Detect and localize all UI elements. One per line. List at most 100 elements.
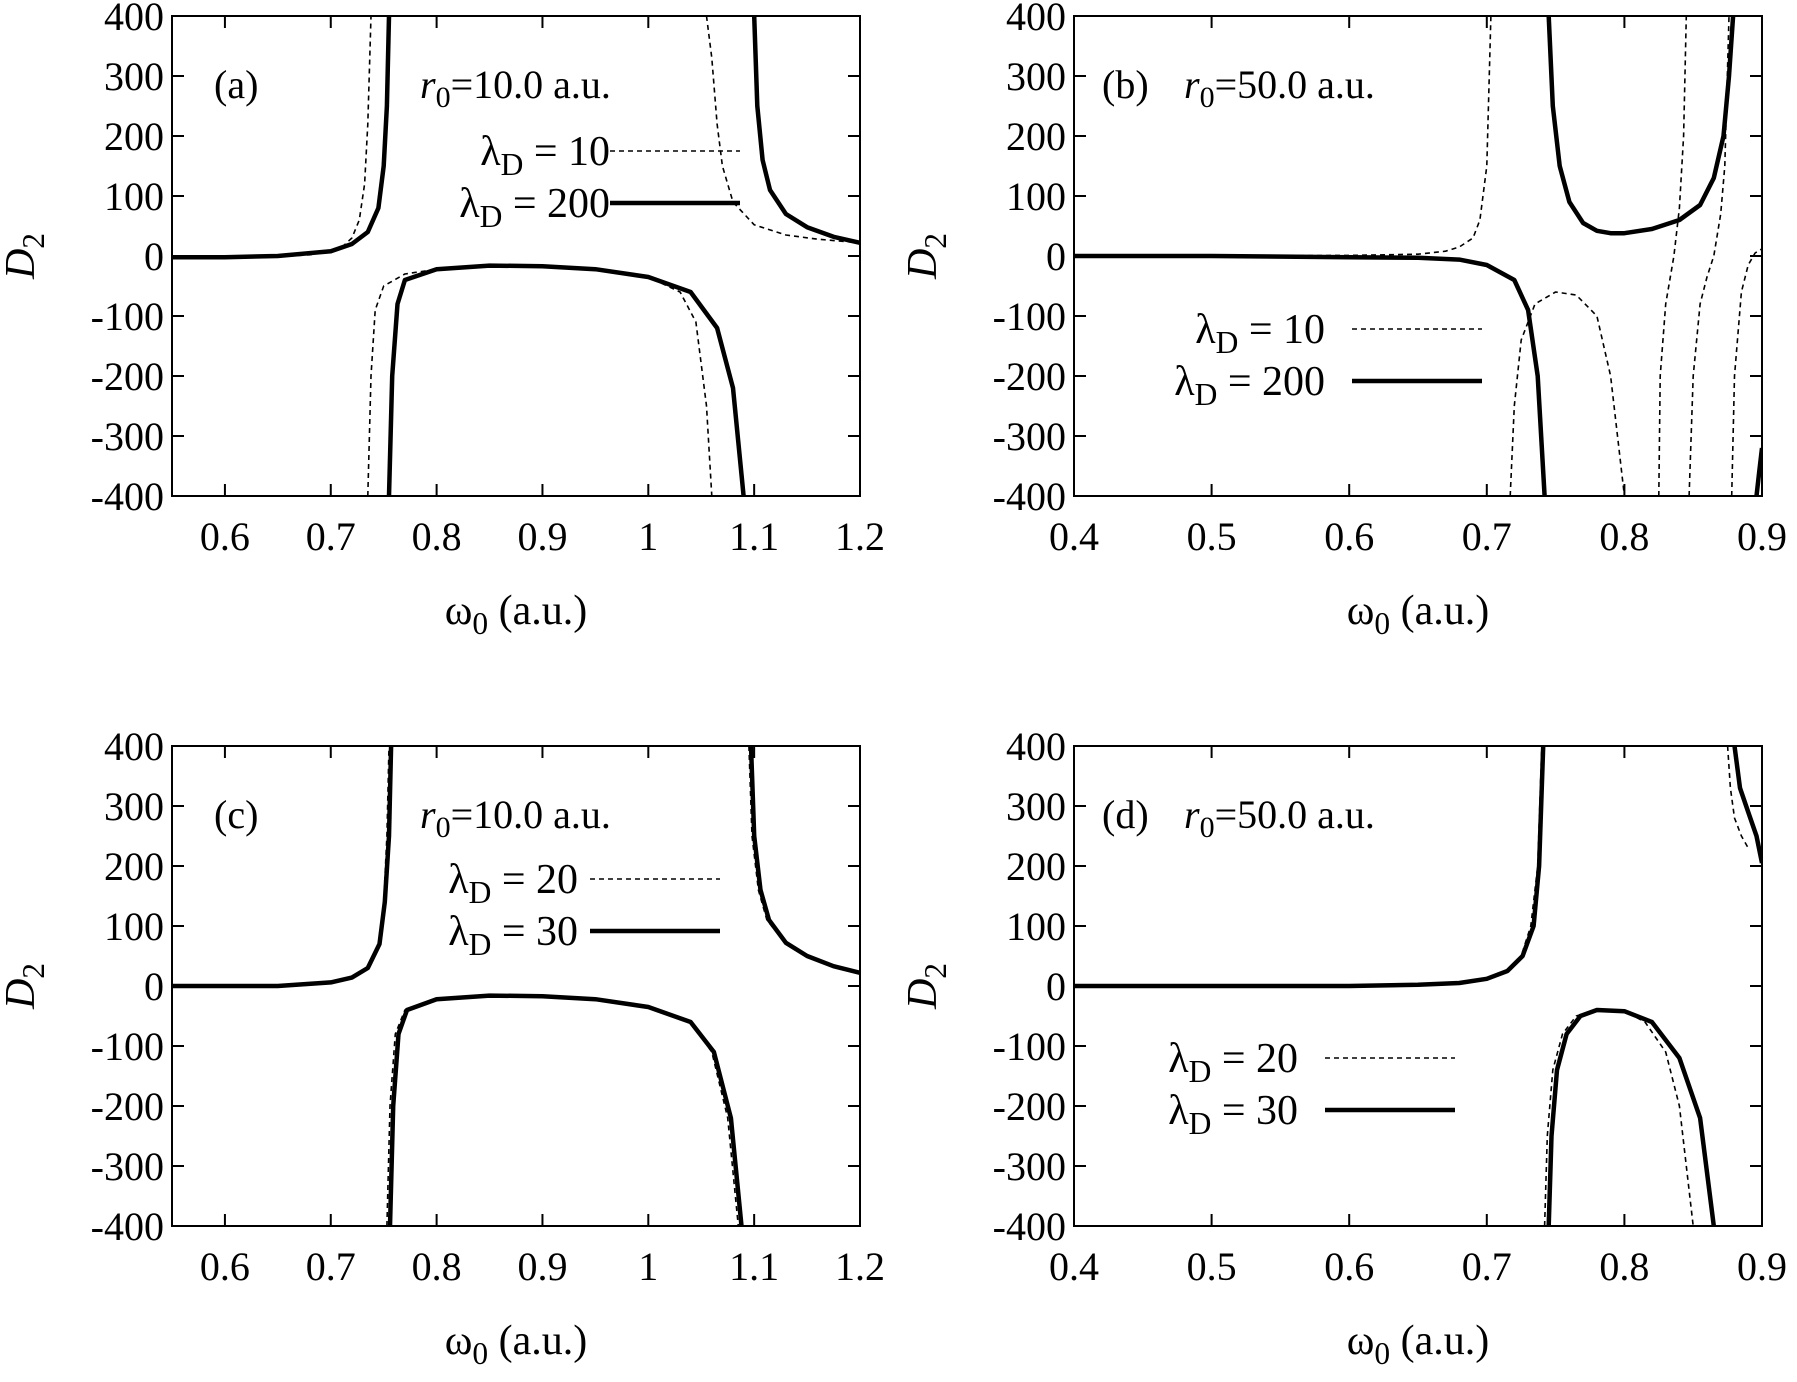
series-1-segment-2 — [1509, 291, 1626, 496]
panel-annotation: r0=10.0 a.u. — [420, 792, 611, 844]
legend-label-2: λD = 30 — [448, 909, 578, 962]
x-axis-label: ω0 (a.u.) — [445, 588, 588, 641]
x-tick-label: 0.7 — [306, 514, 356, 559]
y-tick-label: 200 — [104, 844, 164, 889]
series-1-segment-2 — [367, 264, 713, 496]
x-tick-label: 1.1 — [729, 514, 779, 559]
x-tick-label: 0.8 — [1599, 514, 1649, 559]
series-2-segment-1 — [172, 16, 392, 260]
y-tick-label: 300 — [104, 784, 164, 829]
panel-annotation: r0=10.0 a.u. — [420, 62, 611, 114]
series-2 — [1074, 16, 1762, 496]
series-2 — [1074, 746, 1762, 1226]
y-tick-label: -400 — [91, 474, 164, 519]
y-tick-label: -300 — [91, 1144, 164, 1189]
series-2-segment-2 — [1546, 16, 1736, 236]
y-tick-label: -100 — [993, 294, 1066, 339]
x-tick-label: 0.6 — [1324, 514, 1374, 559]
y-tick-label: -200 — [91, 1084, 164, 1129]
legend-label-2: λD = 200 — [459, 181, 610, 234]
series-2-segment-2 — [386, 263, 746, 496]
legend-label-1: λD = 10 — [1195, 307, 1325, 360]
x-axis-label: ω0 (a.u.) — [445, 1318, 588, 1371]
series-2-segment-3 — [1732, 746, 1762, 864]
x-tick-label: 0.7 — [1462, 1244, 1512, 1289]
y-tick-label: -100 — [993, 1024, 1066, 1069]
y-tick-label: 100 — [104, 174, 164, 219]
panel-b: 0.4 0.5 0.6 0.7 0.8 0.9 -400 -300 -200 -100 0 100 20… — [900, 0, 1787, 641]
series-1-segment-2 — [1543, 1009, 1694, 1226]
x-tick-label: 0.5 — [1187, 514, 1237, 559]
series-2 — [172, 746, 860, 1226]
y-tick-label: 300 — [1006, 784, 1066, 829]
x-tick-label: 0.9 — [1737, 514, 1787, 559]
legend-label-2: λD = 30 — [1168, 1088, 1298, 1141]
series-1 — [172, 16, 860, 496]
y-tick-label: 400 — [1006, 724, 1066, 769]
series-1-segment-1 — [1074, 746, 1543, 987]
panel-annotation: r0=50.0 a.u. — [1184, 792, 1375, 844]
panel-label: (d) — [1102, 792, 1149, 837]
series-2-segment-1 — [1074, 746, 1546, 989]
series-2-segment-3 — [751, 16, 860, 245]
legend-label-1: λD = 10 — [480, 129, 610, 182]
series-2 — [172, 16, 860, 496]
y-tick-label: 300 — [1006, 54, 1066, 99]
x-axis-label: ω0 (a.u.) — [1347, 1318, 1490, 1371]
series-2-segment-3 — [748, 746, 860, 975]
legend-label-1: λD = 20 — [1168, 1036, 1298, 1089]
y-tick-label: -100 — [91, 294, 164, 339]
panel-c: 0.6 0.7 0.8 0.9 1 1.1 1.2 -400 -300 -200 -100 0 100 2… — [0, 724, 885, 1371]
y-tick-label: -200 — [993, 1084, 1066, 1129]
series-2-segment-1 — [1074, 253, 1547, 496]
y-tick-label: 200 — [1006, 114, 1066, 159]
y-tick-label: -400 — [91, 1204, 164, 1249]
y-tick-label: 0 — [1046, 234, 1066, 279]
panel-label: (c) — [214, 792, 258, 837]
y-tick-label: 400 — [104, 0, 164, 39]
panel-a: 0.6 0.7 0.8 0.9 1 1.1 1.2 -400 -300 -200 -100 0 100 2… — [0, 0, 885, 641]
x-tick-label: 1.2 — [835, 1244, 885, 1289]
y-tick-label: 300 — [104, 54, 164, 99]
x-tick-label: 0.9 — [517, 514, 567, 559]
y-tick-label: 0 — [144, 964, 164, 1009]
y-tick-label: 0 — [144, 234, 164, 279]
x-tick-label: 1.2 — [835, 514, 885, 559]
y-axis-label: D2 — [900, 963, 953, 1010]
y-tick-label: -300 — [993, 1144, 1066, 1189]
x-tick-label: 0.6 — [200, 1244, 250, 1289]
x-tick-label: 1.1 — [729, 1244, 779, 1289]
series-1-segment-1 — [1074, 16, 1492, 257]
x-tick-label: 0.7 — [306, 1244, 356, 1289]
x-tick-label: 1 — [638, 514, 658, 559]
series-1-segment-1 — [172, 746, 390, 987]
x-tick-label: 0.6 — [1324, 1244, 1374, 1289]
y-tick-label: -100 — [91, 1024, 164, 1069]
panel-label: (a) — [214, 62, 258, 107]
series-1-segment-3 — [748, 746, 860, 974]
series-1-segment-3 — [1726, 746, 1749, 849]
x-axis-label: ω0 (a.u.) — [1347, 588, 1490, 641]
y-tick-label: -200 — [91, 354, 164, 399]
y-tick-label: 100 — [1006, 904, 1066, 949]
y-axis-label: D2 — [0, 233, 51, 280]
y-tick-label: 400 — [104, 724, 164, 769]
x-tick-label: 0.8 — [412, 1244, 462, 1289]
panel-label: (b) — [1102, 62, 1149, 107]
series-2-segment-1 — [172, 746, 394, 989]
y-tick-label: -400 — [993, 474, 1066, 519]
y-tick-label: 400 — [1006, 0, 1066, 39]
y-tick-label: 0 — [1046, 964, 1066, 1009]
x-tick-label: 0.5 — [1187, 1244, 1237, 1289]
series-1-segment-3 — [705, 16, 860, 244]
y-tick-label: 100 — [1006, 174, 1066, 219]
x-tick-label: 1 — [638, 1244, 658, 1289]
legend-label-2: λD = 200 — [1174, 359, 1325, 412]
x-tick-label: 0.7 — [1462, 514, 1512, 559]
panel-annotation: r0=50.0 a.u. — [1184, 62, 1375, 114]
y-tick-label: -300 — [91, 414, 164, 459]
x-tick-label: 0.6 — [200, 514, 250, 559]
x-tick-label: 0.4 — [1049, 514, 1099, 559]
y-axis-label: D2 — [0, 963, 51, 1010]
